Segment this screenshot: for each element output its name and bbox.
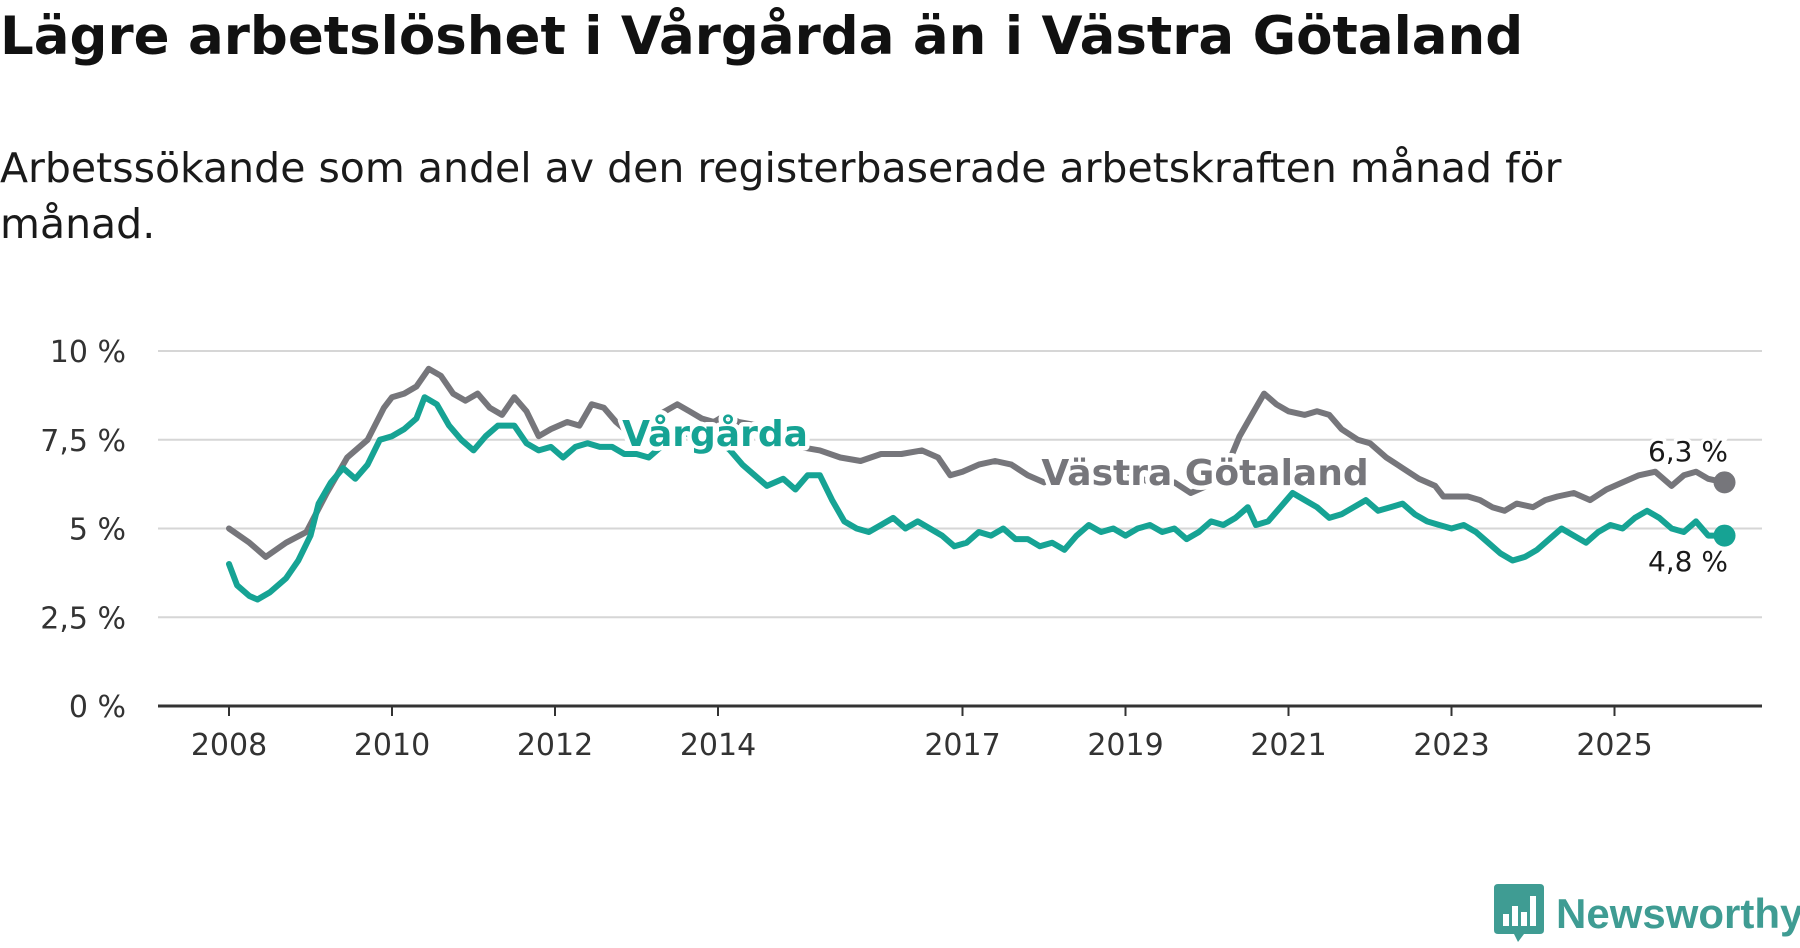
x-tick-label: 2021 <box>1250 728 1326 763</box>
series-name-label: Vårgårda <box>622 414 808 455</box>
y-tick-label: 7,5 % <box>40 424 126 459</box>
y-tick-label: 2,5 % <box>40 601 126 636</box>
gridlines <box>158 350 1762 619</box>
x-tick-label: 2025 <box>1576 728 1652 763</box>
newsworthy-logo-icon <box>1494 884 1544 942</box>
series-end-dot-v-rg-rda <box>1713 524 1736 547</box>
y-tick-label: 5 % <box>69 513 126 548</box>
series-name-label: Västra Götaland <box>1041 453 1368 494</box>
x-axis-ticks: 2008 2010 2012 2014 2017 2019 2021 2023 2025 <box>191 706 1653 763</box>
series-line-v-rg-rda <box>226 394 1728 603</box>
y-tick-label: 0 % <box>69 690 126 725</box>
end-value-label: 6,3 % <box>1648 435 1728 468</box>
x-tick-label: 2019 <box>1087 728 1163 763</box>
y-axis-ticks: 0 % 2,5 % 5 % 7,5 % 10 % <box>40 335 126 725</box>
end-value-label: 4,8 % <box>1648 545 1728 578</box>
series-line-v-stra-g-taland <box>226 365 1728 560</box>
y-tick-label: 10 % <box>50 335 126 370</box>
series-labels: Västra Götaland Vårgårda 6,3 % 4,8 % <box>618 410 1732 582</box>
x-tick-label: 2012 <box>517 728 593 763</box>
series-group <box>226 365 1736 603</box>
series-end-dot-v-stra-g-taland <box>1713 471 1736 494</box>
x-tick-label: 2008 <box>191 728 267 763</box>
x-tick-label: 2023 <box>1413 728 1489 763</box>
chart-title: Lägre arbetslöshet i Vårgårda än i Västr… <box>0 6 1524 67</box>
newsworthy-logo[interactable]: Newsworthy <box>1494 884 1800 942</box>
x-tick-label: 2017 <box>924 728 1000 763</box>
chart-subtitle: Arbetssökande som andel av den registerb… <box>0 144 1562 248</box>
x-tick-label: 2014 <box>680 728 756 763</box>
x-tick-label: 2010 <box>354 728 430 763</box>
brand-name: Newsworthy <box>1556 890 1800 937</box>
